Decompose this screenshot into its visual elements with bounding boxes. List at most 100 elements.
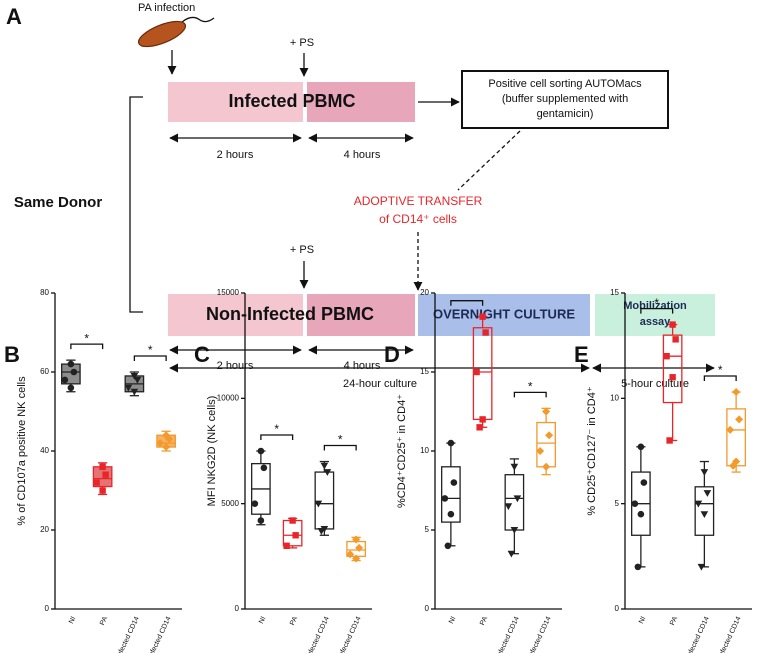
point <box>352 535 361 544</box>
point <box>441 495 449 502</box>
point <box>507 550 516 558</box>
y-tick-label: 0 <box>425 604 430 613</box>
y-tick-label: 10 <box>610 393 619 402</box>
transfer-text: of CD14⁺ cells <box>379 212 457 226</box>
point <box>694 500 703 508</box>
box <box>694 486 715 536</box>
significance-bracket <box>133 355 167 361</box>
x-tick-label: + Infected CD14 <box>335 616 363 653</box>
donor-bracket <box>129 96 143 313</box>
y-tick-label: 5000 <box>221 499 239 508</box>
bar-4h <box>307 82 415 122</box>
point <box>479 416 486 423</box>
point <box>352 554 361 563</box>
bar-assay <box>595 294 715 336</box>
significance-bracket <box>513 391 547 398</box>
panel-label: B <box>4 342 20 367</box>
y-tick-label: 60 <box>40 367 49 376</box>
ps-label: + PS <box>290 37 314 49</box>
point <box>729 461 738 470</box>
y-axis-label: % of CD107a positive NK cells <box>16 376 28 526</box>
point <box>156 439 165 448</box>
significance-label: * <box>84 331 89 345</box>
significance-bracket <box>450 300 484 306</box>
box <box>536 421 556 468</box>
point <box>323 469 332 476</box>
point <box>289 517 296 524</box>
y-tick-label: 0 <box>615 604 620 613</box>
y-axis-label: % CD25⁺CD127⁻ in CD4⁺ <box>586 386 598 515</box>
significance-bracket <box>703 375 737 382</box>
y-tick-label: 40 <box>40 446 49 455</box>
point <box>320 462 329 470</box>
point <box>130 388 139 396</box>
significance-label: * <box>148 343 153 357</box>
point <box>355 543 364 552</box>
point <box>99 463 106 470</box>
significance-label: * <box>274 422 279 436</box>
point <box>61 376 69 384</box>
point <box>447 439 455 447</box>
point <box>317 528 326 535</box>
ps-label: + PS <box>290 244 314 256</box>
y-tick-label: 0 <box>235 604 240 613</box>
panel-label: A <box>6 4 22 29</box>
x-tick-label: + Non-infected CD14 <box>487 616 521 653</box>
point <box>70 368 78 376</box>
point <box>99 487 106 494</box>
significance-bracket <box>260 434 294 440</box>
point <box>479 313 486 320</box>
duration: 4 hours <box>344 360 381 372</box>
x-tick-label: NI <box>258 616 267 625</box>
significance-bracket <box>70 343 104 350</box>
y-tick-label: 80 <box>40 288 49 297</box>
x-tick-label: NI <box>448 616 457 625</box>
point <box>542 462 551 471</box>
duration: 24-hour culture <box>343 378 417 390</box>
point <box>165 435 174 444</box>
y-tick-label: 5 <box>425 525 430 534</box>
sorting-text: (buffer supplemented with <box>502 93 628 105</box>
point <box>669 374 676 381</box>
significance-label: * <box>654 296 659 310</box>
point <box>283 542 290 549</box>
bar-overnight <box>418 294 590 336</box>
point <box>631 500 639 507</box>
point <box>257 447 265 455</box>
bar-2h <box>168 294 303 336</box>
box <box>504 474 525 531</box>
point <box>513 495 522 503</box>
dashed-line <box>457 130 521 191</box>
y-tick-label: 15000 <box>217 288 240 297</box>
infected-bar-label: Infected PBMC <box>228 91 355 111</box>
donor-label: Same Donor <box>14 194 103 211</box>
point <box>663 353 670 360</box>
point <box>251 500 259 507</box>
x-tick-label: NI <box>68 616 77 625</box>
point <box>473 368 480 376</box>
duration: 5-hour culture <box>621 378 689 390</box>
y-tick-label: 20 <box>40 525 49 534</box>
overnight-label: OVERNIGHT CULTURE <box>433 306 575 321</box>
point <box>726 425 735 434</box>
point <box>669 321 676 328</box>
charts: B % of CD107a positive NK cells 0 20 40 60 80 N… <box>4 288 752 653</box>
x-tick-label: + Infected CD14 <box>715 616 743 653</box>
point <box>666 437 673 444</box>
point <box>130 372 139 380</box>
x-tick-label: + Infected CD14 <box>145 616 173 653</box>
point <box>634 563 642 571</box>
panel-label: C <box>194 342 210 367</box>
point <box>510 463 519 471</box>
point <box>703 490 712 497</box>
point <box>476 424 483 431</box>
point <box>93 479 100 486</box>
point <box>102 471 109 478</box>
significance-label: * <box>338 433 343 447</box>
point <box>697 563 706 571</box>
point <box>292 532 299 539</box>
point <box>133 376 142 384</box>
point <box>536 447 545 455</box>
point <box>637 443 645 451</box>
